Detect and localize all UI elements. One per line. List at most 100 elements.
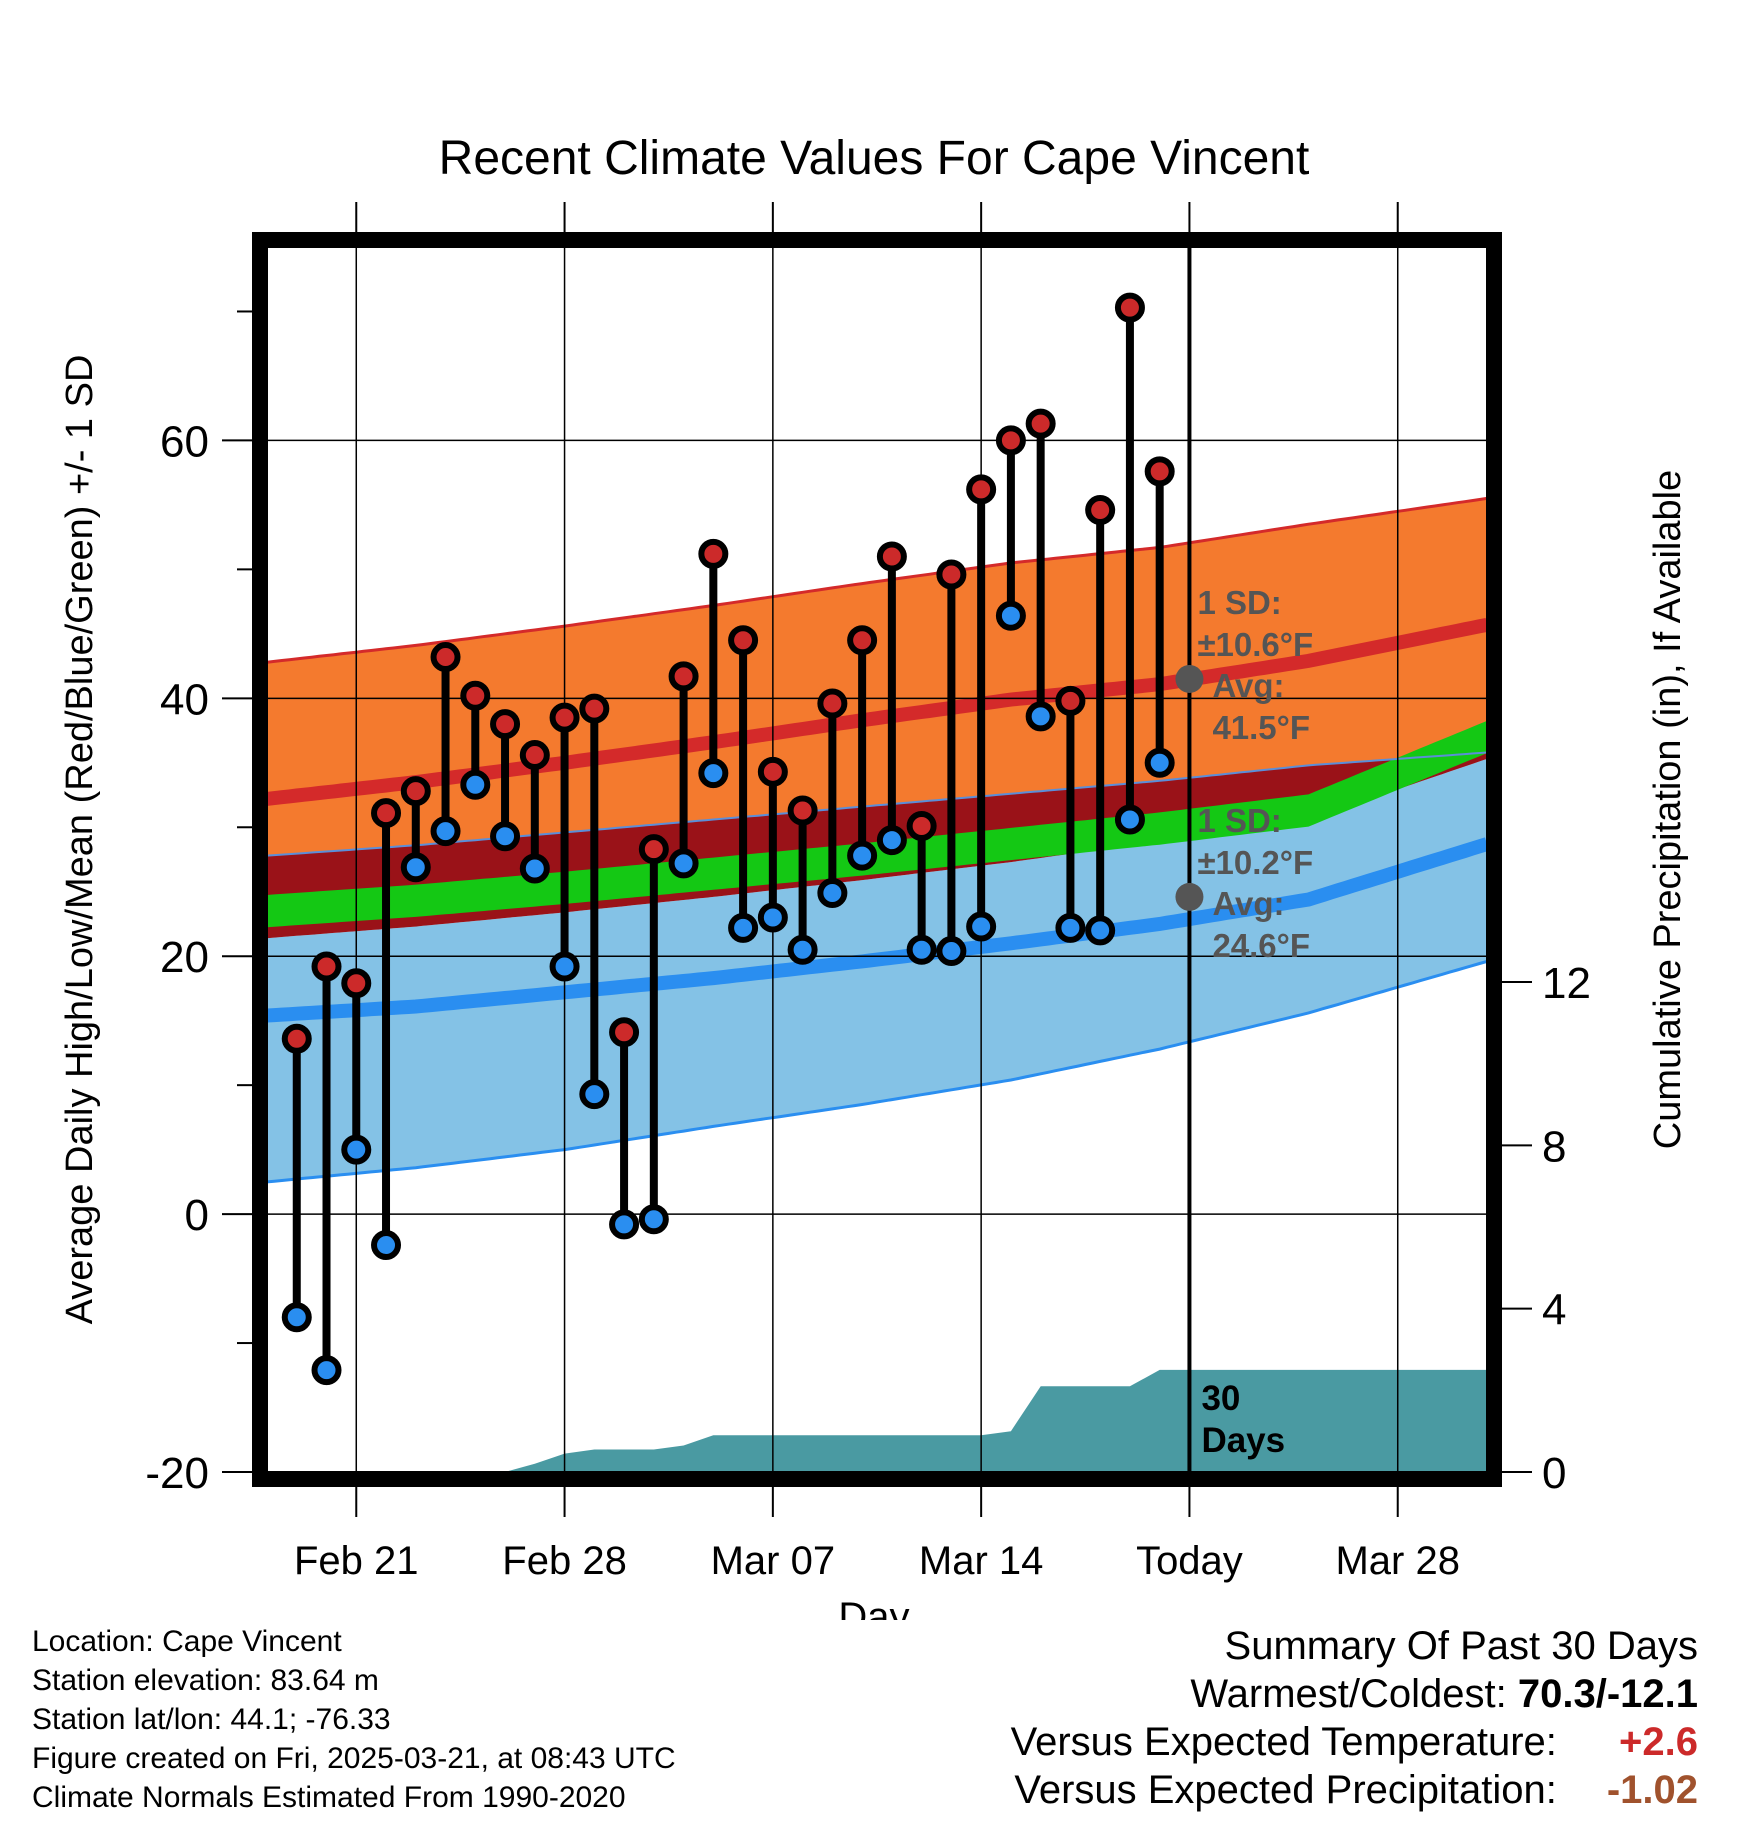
high-avg-marker xyxy=(1175,664,1204,693)
y-tick-label: 20 xyxy=(160,933,209,982)
y-tick-label: 60 xyxy=(160,417,209,466)
daily-high-point xyxy=(609,1017,640,1048)
low-sd-value: ±10.2°F xyxy=(1197,844,1313,881)
created-text: Figure created on Fri, 2025-03-21, at 08… xyxy=(32,1742,676,1775)
daily-high-point xyxy=(1055,685,1086,716)
daily-high-point xyxy=(906,810,937,841)
x-tick-label: Feb 28 xyxy=(502,1539,627,1583)
precip-anomaly-value: -1.02 xyxy=(1606,1768,1698,1812)
daily-low-point xyxy=(876,825,907,856)
daily-low-point xyxy=(1055,912,1086,943)
x-tick-label: Today xyxy=(1136,1539,1243,1583)
daily-high-point xyxy=(668,661,699,692)
daily-low-point xyxy=(906,934,937,965)
daily-high-point xyxy=(430,642,461,673)
plot-area: 1 SD: ±10.6°F Avg: 41.5°F 1 SD: ±10.2°F Avg: 24… xyxy=(145,202,1591,1583)
x-tick-label: Mar 07 xyxy=(711,1539,836,1583)
daily-high-point xyxy=(549,702,580,733)
daily-low-point xyxy=(430,816,461,847)
high-avg-value: 41.5°F xyxy=(1212,709,1310,746)
temp-anomaly-label: Versus Expected Temperature: xyxy=(1010,1720,1557,1764)
y2-tick-label: 12 xyxy=(1542,959,1591,1008)
daily-high-point xyxy=(371,798,402,829)
mean-band xyxy=(267,720,1487,928)
x-tick-label: Feb 21 xyxy=(294,1539,419,1583)
elevation-text: Station elevation: 83.64 m xyxy=(32,1664,379,1697)
summary-panel: Summary Of Past 30 Days Warmest/Coldest:… xyxy=(1011,1622,1698,1814)
daily-high-point xyxy=(1114,292,1145,323)
daily-high-point xyxy=(757,756,788,787)
warmest-coldest-label: Warmest/Coldest: xyxy=(1190,1672,1507,1716)
daily-high-point xyxy=(728,625,759,656)
precip-anomaly-label: Versus Expected Precipitation: xyxy=(1014,1768,1557,1812)
daily-low-point xyxy=(1114,804,1145,835)
daily-high-point xyxy=(1085,495,1116,526)
plot-frame xyxy=(252,232,1502,1487)
period-unit-label: Days xyxy=(1201,1421,1285,1460)
plot-clipped xyxy=(267,247,1487,1472)
high-lower-line xyxy=(267,751,1487,857)
daily-low-point xyxy=(490,821,521,852)
latlon-text: Station lat/lon: 44.1; -76.33 xyxy=(32,1703,391,1736)
daily-low-point xyxy=(817,878,848,909)
y-tick-label: 40 xyxy=(160,675,209,724)
daily-low-point xyxy=(966,911,997,942)
daily-low-point xyxy=(311,1355,342,1386)
daily-high-point xyxy=(817,688,848,719)
daily-high-point xyxy=(787,795,818,826)
warmest-coldest-row: Warmest/Coldest: 70.3/-12.1 xyxy=(1011,1670,1698,1718)
daily-high-point xyxy=(638,834,669,865)
daily-low-point xyxy=(519,853,550,884)
high-sd-label: 1 SD: xyxy=(1197,584,1281,621)
daily-high-point xyxy=(400,776,431,807)
y-tick-label: -20 xyxy=(145,1449,209,1498)
y2-tick-label: 0 xyxy=(1542,1449,1566,1498)
daily-high-point xyxy=(281,1023,312,1054)
warmest-coldest-value: 70.3/-12.1 xyxy=(1517,1672,1698,1716)
daily-low-point xyxy=(668,848,699,879)
daily-low-point xyxy=(400,852,431,883)
daily-high-point xyxy=(1025,408,1056,439)
daily-high-point xyxy=(876,541,907,572)
daily-low-point xyxy=(728,912,759,943)
precip-area xyxy=(267,1369,1487,1472)
daily-low-point xyxy=(1085,915,1116,946)
daily-high-point xyxy=(579,693,610,724)
low-mean-line xyxy=(267,837,1487,1023)
chart-title: Recent Climate Values For Cape Vincent xyxy=(439,132,1310,185)
daily-low-point xyxy=(936,936,967,967)
high-sd-value: ±10.6°F xyxy=(1197,626,1313,663)
y2-tick-label: 8 xyxy=(1542,1122,1566,1171)
low-sd-label: 1 SD: xyxy=(1197,802,1281,839)
daily-low-point xyxy=(549,951,580,982)
daily-low-point xyxy=(1025,701,1056,732)
daily-high-point xyxy=(311,951,342,982)
y-tick-label: 0 xyxy=(185,1191,209,1240)
high-upper-line xyxy=(267,496,1487,664)
x-axis-label: Day xyxy=(838,1595,909,1620)
daily-low-point xyxy=(371,1230,402,1261)
daily-high-point xyxy=(936,559,967,590)
daily-high-point xyxy=(847,625,878,656)
daily-high-point xyxy=(1144,456,1175,487)
station-info: Location: Cape Vincent Station elevation… xyxy=(32,1622,676,1817)
low-avg-marker xyxy=(1175,882,1204,911)
x-tick-label: Mar 28 xyxy=(1335,1539,1460,1583)
daily-low-point xyxy=(341,1134,372,1165)
low-avg-label: Avg: xyxy=(1212,885,1284,922)
daily-low-point xyxy=(698,758,729,789)
x-tick-label: Mar 14 xyxy=(919,1539,1044,1583)
low-lower-line xyxy=(267,959,1487,1184)
temp-anomaly-row: Versus Expected Temperature: +2.6 xyxy=(1011,1718,1698,1766)
daily-low-point xyxy=(638,1204,669,1235)
daily-low-point xyxy=(787,934,818,965)
temp-anomaly-value: +2.6 xyxy=(1619,1720,1698,1764)
daily-high-point xyxy=(966,474,997,505)
daily-high-point xyxy=(519,740,550,771)
climate-chart: Recent Climate Values For Cape Vincent 1… xyxy=(59,132,1689,1620)
daily-high-point xyxy=(995,425,1026,456)
location-text: Location: Cape Vincent xyxy=(32,1625,342,1658)
precip-anomaly-row: Versus Expected Precipitation: -1.02 xyxy=(1011,1766,1698,1814)
daily-low-point xyxy=(460,769,491,800)
summary-title: Summary Of Past 30 Days xyxy=(1224,1624,1698,1668)
